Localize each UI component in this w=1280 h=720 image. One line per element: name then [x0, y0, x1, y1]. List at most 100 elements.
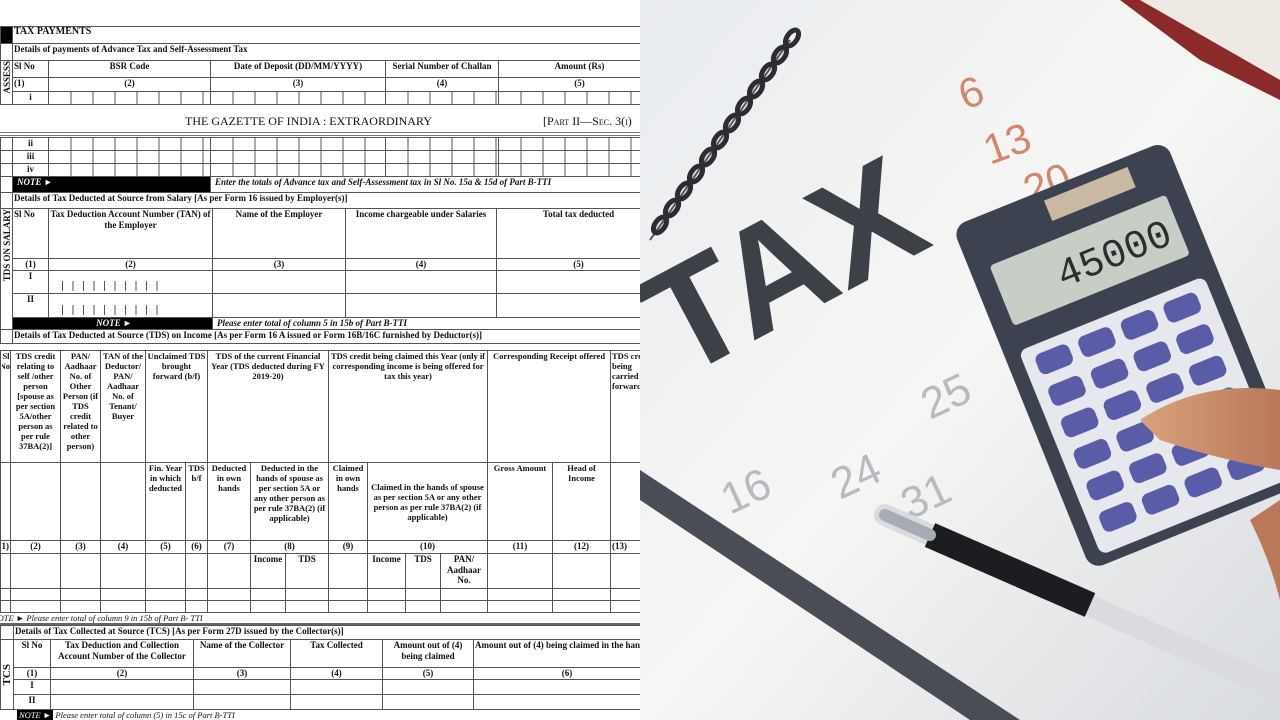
tax-deducted-input[interactable] [496, 269, 640, 294]
row-label: II [12, 292, 49, 318]
table-row[interactable]: II [1, 694, 640, 710]
col-number: (1) [12, 258, 49, 271]
tcs-note: NOTE ► Please enter total of column (5) … [0, 710, 640, 720]
tax-calculator-photo: 6 13 20 25 24 31 16 TAX 45000 [640, 0, 1280, 720]
sub-header: Claimed in own hands [328, 462, 368, 541]
sub-header: Gross Amount [487, 462, 554, 541]
row-label: ii [12, 137, 49, 151]
tax-payments-continued: ii iii iv NOTE ► Enter the totals of Adva… [0, 137, 640, 193]
sub-label: Income [250, 553, 286, 589]
spiral-loop [746, 78, 766, 100]
col-header: TDS credit relating to self /other perso… [10, 350, 61, 463]
calculator-key [1061, 407, 1099, 438]
challan-boxes[interactable] [385, 163, 499, 177]
date-boxes[interactable] [210, 137, 386, 151]
calculator-key [1078, 327, 1116, 357]
table-row[interactable]: I [1, 679, 640, 695]
bsr-code-boxes[interactable] [48, 150, 211, 164]
col-header: Unclaimed TDS brought forward (b/f) [145, 350, 208, 463]
challan-boxes[interactable] [385, 137, 499, 151]
income-input[interactable] [345, 292, 497, 318]
col-number: (4) [290, 667, 383, 680]
col-number: (5) [496, 258, 640, 271]
col-number: (6) [472, 667, 640, 680]
col-number: (2) [10, 540, 61, 554]
calculator-key [1184, 467, 1222, 498]
col-number: (4) [385, 77, 499, 92]
table-row[interactable] [0, 588, 640, 601]
spiral-loop [782, 27, 802, 49]
calculator-key [1133, 341, 1171, 372]
col-number: (12) [552, 540, 612, 554]
amount-boxes[interactable] [498, 150, 640, 164]
col-header: Tax Deduction and Collection Account Num… [50, 639, 194, 668]
calculator-key [1086, 470, 1124, 501]
amount-boxes[interactable] [498, 163, 640, 177]
sub-header: Deducted in the hands of spouse as per s… [250, 462, 329, 541]
side-label-tcs: TCS [1, 663, 13, 686]
note-label: NOTE ► [17, 710, 54, 720]
side-label-assess: ASSESS [2, 61, 12, 94]
calculator-key [1141, 484, 1180, 515]
col-number: (4) [345, 258, 497, 271]
sub-header: Deducted in own hands [207, 462, 251, 541]
bsr-code-boxes[interactable] [48, 91, 211, 105]
col-number: (5) [382, 667, 474, 680]
row-label: iii [12, 150, 49, 164]
col-header: TDS credit being carried forward [610, 350, 640, 463]
col-number: (5) [497, 77, 640, 92]
amount-boxes[interactable] [497, 91, 640, 105]
calculator-key [1129, 453, 1167, 484]
photo-illustration: 6 13 20 25 24 31 16 TAX 45000 [640, 0, 1280, 720]
spiral-loop [662, 197, 682, 219]
amount-boxes[interactable] [498, 137, 640, 151]
col-header: Sl No [12, 60, 49, 78]
col-header: Serial Number of Challan [385, 60, 499, 78]
tax-form-scan: TAX PAYMENTS Details of payments of Adva… [0, 26, 640, 720]
date-boxes[interactable] [210, 150, 386, 164]
date-boxes[interactable] [210, 91, 386, 105]
col-number: (2) [48, 258, 213, 271]
spiral-binding-icon [649, 27, 802, 241]
finger [1140, 388, 1280, 470]
calculator-key [1116, 421, 1154, 452]
col-number: (7) [207, 540, 251, 554]
bsr-code-boxes[interactable] [48, 137, 211, 151]
spiral-loop [758, 61, 778, 83]
col-number: (3) [210, 77, 386, 92]
spiral-loop [674, 180, 694, 202]
income-input[interactable] [345, 269, 497, 294]
challan-boxes[interactable] [385, 91, 499, 105]
col-header: Amount out of (4) being claimed in the h… [472, 639, 640, 668]
sub-label: TDS [285, 553, 329, 589]
tcs-section: Details of Tax Collected at Source (TCS)… [0, 625, 640, 720]
row-label: I [12, 269, 49, 294]
tan-input[interactable] [48, 269, 213, 294]
calculator-key [1163, 292, 1201, 323]
tax-payments-section: TAX PAYMENTS Details of payments of Adva… [0, 26, 640, 105]
col-number: (5) [145, 540, 186, 554]
date-boxes[interactable] [210, 163, 386, 177]
col-header: Sl No [2, 351, 10, 372]
tan-input[interactable] [48, 292, 213, 318]
table-row[interactable] [0, 600, 640, 613]
challan-boxes[interactable] [385, 150, 499, 164]
sub-label: TDS [405, 553, 441, 589]
col-number: (13) [610, 540, 640, 554]
col-header: BSR Code [48, 60, 211, 78]
tds-salary-title: Details of Tax Deducted at Source from S… [12, 192, 640, 209]
tcs-title: Details of Tax Collected at Source (TCS)… [12, 625, 640, 640]
spiral-loop [698, 146, 718, 168]
employer-name-input[interactable] [212, 292, 346, 318]
sub-header: Fin. Year in which deducted [145, 462, 186, 541]
spiral-loop [722, 112, 742, 134]
tds-salary-section: Details of Tax Deducted at Source from S… [0, 192, 640, 344]
tds-income-note: NOTE ► Please enter total of column 9 in… [0, 613, 640, 625]
calculator-key [1188, 355, 1227, 386]
tax-deducted-input[interactable] [496, 292, 640, 318]
bsr-code-boxes[interactable] [48, 163, 211, 177]
employer-name-input[interactable] [212, 269, 346, 294]
row-label: I [13, 679, 51, 695]
row-label: II [13, 694, 51, 710]
calculator-key [1035, 344, 1073, 375]
